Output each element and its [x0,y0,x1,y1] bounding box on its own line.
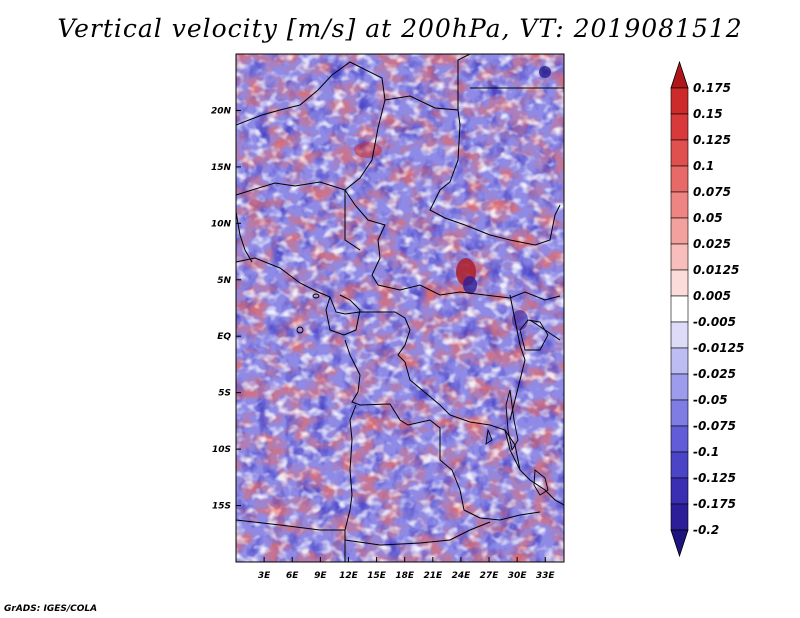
colorbar: 0.175 0.15 0.125 0.1 0.075 0.05 0.025 0.0125 0.0… [670,60,744,558]
plot-title: Vertical velocity [m/s] at 200hPa, VT: 2… [57,14,743,43]
lon-tick-label: 24E [452,571,472,581]
lon-tick-label: 6E [286,571,299,581]
colorbar-label: 0.125 [693,133,731,147]
lon-tick-label: 15E [367,571,387,581]
colorbar-box [670,347,689,375]
colorbar-box [670,269,689,297]
longitude-axis: 3E 6E 9E 12E 15E 18E 21E 24E 27E 30E 33E [258,557,556,581]
colorbar-box [670,503,689,531]
colorbar-box [670,425,689,453]
colorbar-label: 0.075 [693,185,731,199]
lon-tick-label: 30E [508,571,528,581]
lat-tick-label: 15N [211,163,232,173]
colorbar-box [670,191,689,219]
colorbar-label: -0.125 [693,471,736,485]
lat-tick-label: 5N [217,276,231,286]
colorbar-box [670,321,689,349]
software-credit: GrADS: IGES/COLA [4,604,98,614]
colorbar-box [670,295,689,323]
colorbar-box [670,165,689,193]
colorbar-label: -0.075 [693,419,736,433]
lat-tick-label: 10N [211,219,232,229]
colorbar-box [670,399,689,427]
lon-tick-label: 27E [480,571,500,581]
colorbar-label: 0.1 [693,159,714,173]
colorbar-label: 0.0125 [693,263,739,277]
colorbar-label: 0.025 [693,237,731,251]
colorbar-label: -0.2 [693,523,719,537]
colorbar-box [670,477,689,505]
colorbar-box [670,139,689,167]
colorbar-box [670,243,689,271]
colorbar-max-triangle [670,60,689,89]
lon-tick-label: 3E [258,571,271,581]
colorbar-box [670,217,689,245]
lat-tick-label: 5S [218,389,231,399]
lon-tick-label: 12E [339,571,359,581]
lat-tick-label: 15S [212,502,231,512]
colorbar-label: -0.0125 [693,341,744,355]
colorbar-label: 0.15 [693,107,723,121]
colorbar-label: 0.005 [693,289,731,303]
map-frame [235,53,565,563]
lakes [296,293,549,496]
lon-tick-label: 18E [395,571,415,581]
colorbar-label: -0.025 [693,367,736,381]
lon-tick-label: 21E [423,571,443,581]
lon-tick-label: 9E [314,571,327,581]
colorbar-label: 0.175 [693,81,731,95]
colorbar-box [670,87,689,115]
colorbar-label: -0.05 [693,393,728,407]
country-borders [236,54,564,562]
lat-tick-label: 10S [212,445,231,455]
colorbar-box [670,451,689,479]
velocity-field [236,54,564,562]
latitude-axis: 20N 15N 10N 5N EQ 5S 10S 15S [211,106,241,512]
colorbar-label: -0.1 [693,445,719,459]
lat-tick-label: 20N [211,106,232,116]
colorbar-min-triangle [670,529,689,558]
colorbar-label: 0.05 [693,211,723,225]
lon-tick-label: 33E [536,571,556,581]
lat-tick-label: EQ [217,332,231,342]
colorbar-box [670,113,689,141]
colorbar-box [670,373,689,401]
colorbar-label: -0.005 [693,315,736,329]
colorbar-label: -0.175 [693,497,736,511]
